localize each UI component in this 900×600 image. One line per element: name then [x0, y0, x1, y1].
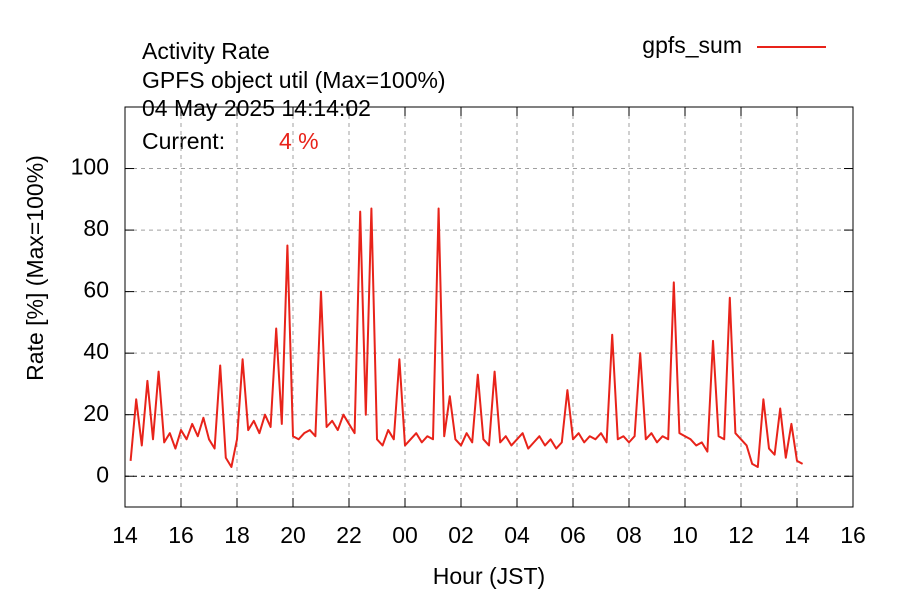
x-tick-label: 02: [448, 522, 474, 548]
current-value: 4 %: [279, 128, 319, 154]
y-tick-label: 80: [83, 215, 109, 241]
x-tick-label: 10: [672, 522, 698, 548]
y-axis-label: Rate [%] (Max=100%): [22, 155, 48, 381]
y-tick-label: 0: [96, 461, 109, 487]
y-tick-label: 100: [71, 154, 109, 180]
data-line: [129, 207, 804, 468]
chart-title: Activity Rate: [142, 38, 270, 64]
y-tick-label: 40: [83, 338, 109, 364]
x-tick-label: 14: [784, 522, 810, 548]
x-axis-label: Hour (JST): [433, 563, 545, 589]
chart-subtitle: GPFS object util (Max=100%): [142, 67, 446, 93]
x-tick-label: 16: [840, 522, 866, 548]
x-tick-label: 16: [168, 522, 194, 548]
x-tick-label: 14: [112, 522, 138, 548]
legend-label: gpfs_sum: [642, 32, 742, 58]
x-tick-label: 18: [224, 522, 250, 548]
x-tick-label: 04: [504, 522, 530, 548]
x-tick-label: 20: [280, 522, 306, 548]
x-tick-label: 08: [616, 522, 642, 548]
x-tick-label: 12: [728, 522, 754, 548]
y-tick-label: 60: [83, 277, 109, 303]
timestamp: 04 May 2025 14:14:02: [142, 95, 371, 121]
x-tick-label: 06: [560, 522, 586, 548]
y-tick-label: 20: [83, 400, 109, 426]
plot-frame: [124, 106, 854, 508]
current-label: Current:: [142, 128, 225, 154]
x-tick-label: 00: [392, 522, 418, 548]
x-tick-label: 22: [336, 522, 362, 548]
